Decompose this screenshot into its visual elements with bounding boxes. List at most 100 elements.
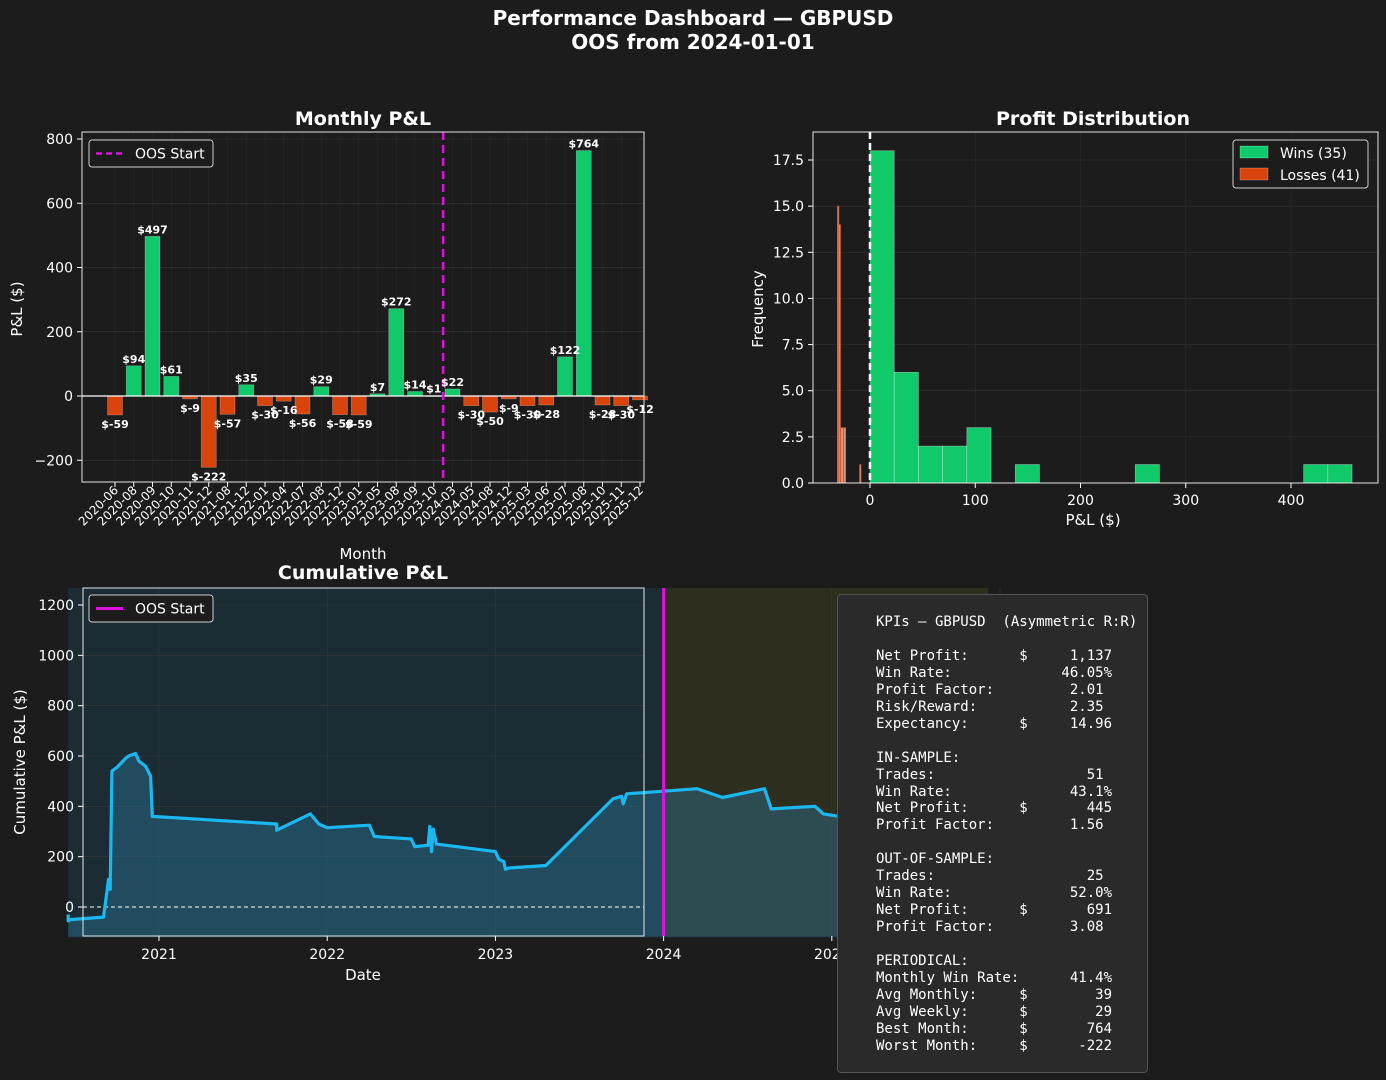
cumulative-ytick-label: 0 — [65, 900, 74, 916]
monthly-bar-label: $272 — [381, 296, 412, 309]
kpi-line: Win Rate: 52.0% — [876, 885, 1113, 902]
kpi-line: Avg Weekly: $ 29 — [876, 1003, 1113, 1020]
monthly-bar-label: $94 — [122, 353, 145, 366]
cumulative-area-fill — [68, 603, 989, 938]
monthly-gridlines — [82, 132, 644, 482]
distribution-legend-losses-label: Losses (41) — [1280, 168, 1360, 184]
monthly-bar-label: $-59 — [101, 418, 129, 431]
monthly-bar-label: $61 — [160, 363, 183, 376]
monthly-bar-label: $-9 — [499, 402, 519, 415]
monthly-legend: OOS Start — [88, 139, 214, 168]
dashboard-title-line2: OOS from 2024-01-01 — [571, 30, 815, 54]
monthly-bar-label: $-30 — [457, 409, 485, 422]
monthly-bar-label: $-50 — [476, 415, 504, 428]
cumulative-ytick-label: 800 — [47, 699, 74, 715]
dashboard-title-line1: Performance Dashboard — GBPUSD — [492, 6, 894, 30]
distribution-ytick-label: 15.0 — [773, 199, 804, 215]
kpi-line: OUT-OF-SAMPLE: — [876, 851, 995, 868]
monthly-bar-label: $-30 — [514, 409, 542, 422]
distribution-ytick-label: 2.5 — [782, 430, 804, 446]
monthly-bar-label: $14 — [404, 379, 427, 392]
monthly-legend-label: OOS Start — [135, 147, 205, 163]
kpi-line: Expectancy: $ 14.96 — [876, 715, 1113, 732]
cumulative-title: Cumulative P&L — [278, 562, 448, 584]
cumulative-area — [68, 603, 989, 938]
monthly-bar-label: $-59 — [345, 418, 373, 431]
kpi-line: KPIs — GBPUSD (Asymmetric R:R) — [876, 614, 1138, 630]
cumulative-xtick-label: 2023 — [478, 947, 514, 963]
monthly-ytick-label: 600 — [46, 196, 73, 212]
distribution-ytick-label: 0.0 — [782, 476, 804, 492]
kpi-line: Profit Factor: 3.08 — [876, 919, 1104, 936]
monthly-bar-label: $22 — [441, 376, 464, 389]
kpi-line: Net Profit: $ 1,137 — [876, 647, 1113, 664]
cumulative-frame — [82, 587, 645, 937]
distribution-win-bar — [869, 150, 895, 484]
kpi-line: Win Rate: 43.1% — [876, 783, 1113, 800]
monthly-ytick-label: 400 — [46, 261, 73, 277]
distribution-ytick-label: 17.5 — [773, 153, 804, 169]
monthly-bar-label: $29 — [310, 374, 333, 387]
monthly-bars — [82, 132, 648, 482]
monthly-ylabel: P&L ($) — [8, 281, 26, 336]
monthly-bar-label: $-9 — [180, 402, 200, 415]
kpi-line: Net Profit: $ 445 — [876, 800, 1113, 817]
distribution-xtick-label: 200 — [1067, 493, 1094, 509]
kpi-text: KPIs — GBPUSD (Asymmetric R:R) Net Profi… — [876, 614, 1137, 1055]
kpi-line: Worst Month: $ -222 — [876, 1037, 1113, 1054]
monthly-legend-box — [88, 139, 214, 168]
monthly-ytick-label: 200 — [46, 325, 73, 341]
monthly-bar-label: $-56 — [289, 417, 317, 430]
distribution-win-bar — [893, 371, 919, 484]
kpi-line: Risk/Reward: 2.35 — [876, 698, 1104, 715]
cumulative-ytick-label: 200 — [47, 850, 74, 866]
distribution-ytick-label: 12.5 — [773, 245, 804, 261]
kpi-line: Trades: 25 — [876, 868, 1104, 885]
kpi-line: Trades: 51 — [876, 766, 1104, 783]
kpi-line: Best Month: $ 764 — [876, 1020, 1113, 1037]
kpi-line: Monthly Win Rate: 41.4% — [876, 970, 1113, 987]
cumulative-xtick-label: 2024 — [646, 947, 682, 963]
monthly-bar-label: $1 — [426, 383, 441, 396]
distribution-legend: Wins (35) Losses (41) — [1232, 139, 1369, 189]
monthly-xlabel: Month — [339, 545, 386, 563]
distribution-bars — [837, 132, 1353, 484]
kpi-line: Net Profit: $ 691 — [876, 902, 1113, 919]
distribution-ytick-label: 5.0 — [782, 384, 804, 400]
monthly-bar-label: $35 — [235, 372, 258, 385]
monthly-bar-label: $122 — [550, 344, 581, 357]
kpi-line: Win Rate: 46.05% — [876, 664, 1113, 681]
monthly-bar-label: $-58 — [326, 418, 354, 431]
distribution-xtick-label: 0 — [866, 493, 875, 509]
monthly-bar-label: $-28 — [532, 408, 560, 421]
monthly-bar-labels: $-59$94$497$61$-9$-222$-57$35$-30$-16$-5… — [101, 138, 654, 484]
distribution-frame — [812, 131, 1379, 484]
distribution-legend-wins-label: Wins (35) — [1280, 146, 1347, 162]
monthly-bar-label: $-30 — [607, 409, 635, 422]
distribution-xlabel: P&L ($) — [1065, 511, 1120, 529]
dashboard-title: Performance Dashboard — GBPUSD OOS from … — [0, 6, 1386, 54]
distribution-ylabel: Frequency — [749, 270, 767, 348]
cumulative-ytick-label: 600 — [47, 749, 74, 765]
monthly-ytick-label: 0 — [64, 389, 73, 405]
kpi-panel: KPIs — GBPUSD (Asymmetric R:R) Net Profi… — [837, 594, 1148, 1073]
monthly-bar-label: $-16 — [270, 404, 298, 417]
cumulative-legend: OOS Start — [88, 594, 214, 623]
cumulative-ytick-label: 1200 — [38, 598, 74, 614]
distribution-win-bar — [966, 427, 992, 484]
distribution-legend-losses-swatch — [1239, 167, 1269, 181]
cumulative-xtick-label: 2021 — [141, 947, 177, 963]
monthly-bar-label: $-30 — [251, 409, 279, 422]
cumulative-legend-box — [88, 594, 214, 623]
distribution-title: Profit Distribution — [996, 108, 1190, 130]
kpi-line: Avg Monthly: $ 39 — [876, 986, 1113, 1003]
cumulative-xlabel: Date — [345, 966, 381, 984]
monthly-bar-label: $-222 — [191, 470, 226, 483]
cumulative-ytick-label: 400 — [47, 799, 74, 815]
monthly-ytick-label: −200 — [35, 453, 73, 469]
monthly-bar-label: $-57 — [214, 417, 242, 430]
distribution-ytick-label: 7.5 — [782, 338, 804, 354]
in-sample-region — [68, 588, 664, 936]
